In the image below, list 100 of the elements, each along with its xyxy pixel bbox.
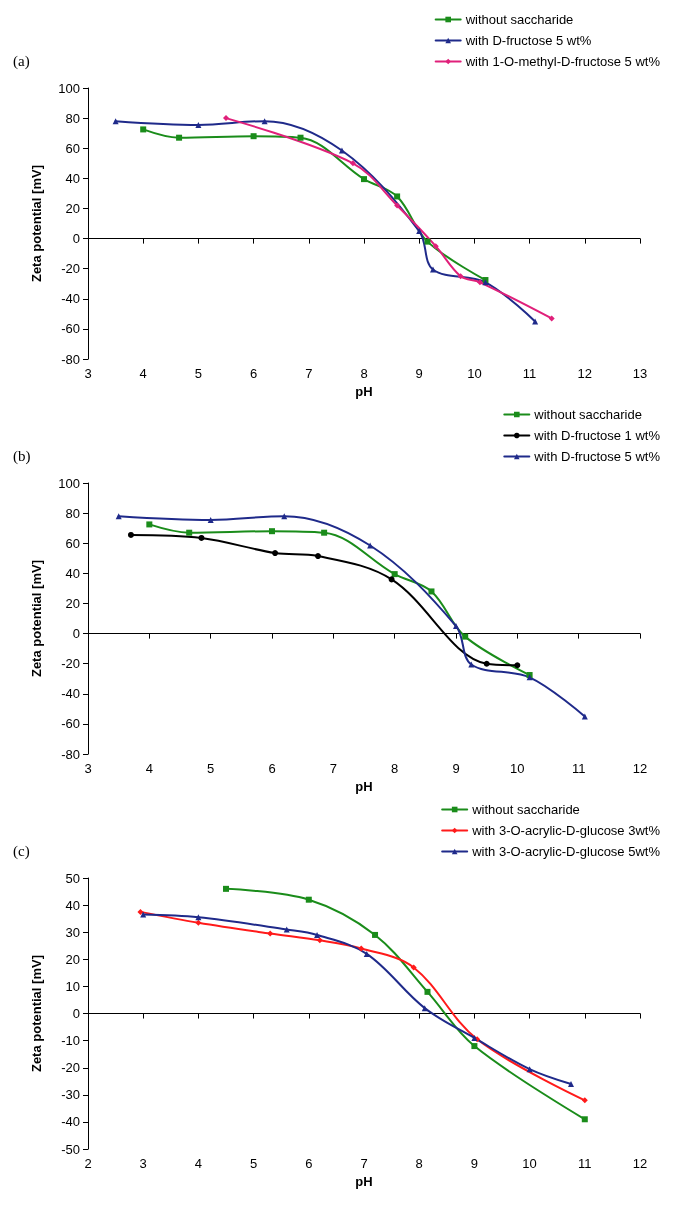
y-tick-label: 80 xyxy=(65,505,80,521)
x-tick-label: 7 xyxy=(305,366,313,382)
y-tick-label: 20 xyxy=(65,200,80,216)
point xyxy=(391,571,398,578)
point xyxy=(394,193,401,200)
point xyxy=(140,126,147,133)
y-tick-label: -20 xyxy=(61,1060,80,1076)
y-axis-title: Zeta potential [mV] xyxy=(29,955,44,1073)
point xyxy=(195,919,202,926)
point xyxy=(115,513,122,520)
x-tick-label: 9 xyxy=(470,1156,479,1172)
point xyxy=(568,1081,574,1088)
y-tick-label: -80 xyxy=(61,351,80,367)
y-tick-label: 40 xyxy=(65,170,80,186)
y-tick-label: 60 xyxy=(65,535,80,551)
x-tick-label: 8 xyxy=(415,1156,423,1172)
point xyxy=(195,121,202,128)
point xyxy=(250,133,257,140)
x-axis-title: pH xyxy=(355,384,373,399)
x-tick-label: 9 xyxy=(452,761,460,777)
x-tick-label: 10 xyxy=(467,366,482,382)
chart-title: (c) xyxy=(13,842,30,860)
y-tick-label: -40 xyxy=(61,686,80,702)
y-tick-label: 10 xyxy=(65,978,80,994)
x-tick-label: 12 xyxy=(632,1156,648,1172)
point xyxy=(462,633,469,640)
y-tick-label: -80 xyxy=(61,746,80,762)
point xyxy=(548,315,555,322)
x-tick-label: 10 xyxy=(510,761,525,777)
point xyxy=(223,115,229,122)
y-tick-label: -40 xyxy=(61,291,80,307)
x-tick-label: 8 xyxy=(391,761,399,777)
point xyxy=(112,118,119,125)
point xyxy=(261,118,268,125)
point xyxy=(314,931,321,938)
point xyxy=(315,553,321,560)
x-tick-label: 6 xyxy=(249,366,258,382)
y-tick-label: -50 xyxy=(61,1141,80,1157)
point xyxy=(207,516,214,523)
point xyxy=(410,964,417,971)
x-tick-label: 4 xyxy=(139,366,147,382)
legend-label: without saccharide xyxy=(533,407,642,422)
x-tick-label: 7 xyxy=(360,1156,368,1172)
x-tick-label: 11 xyxy=(571,761,586,777)
y-tick-label: -10 xyxy=(61,1033,80,1049)
point xyxy=(297,134,304,141)
x-tick-label: 12 xyxy=(632,761,648,777)
x-axis-title: pH xyxy=(355,779,373,794)
point xyxy=(388,576,395,583)
y-tick-label: 20 xyxy=(65,951,80,967)
point xyxy=(428,588,435,595)
y-tick-label: 0 xyxy=(72,1006,80,1022)
y-tick-label: 20 xyxy=(65,595,80,611)
point xyxy=(176,134,183,141)
y-tick-label: 100 xyxy=(58,475,80,491)
x-tick-label: 5 xyxy=(207,761,215,777)
y-axis-title: Zeta potential [mV] xyxy=(29,560,44,678)
x-tick-label: 11 xyxy=(522,366,537,382)
x-tick-label: 7 xyxy=(329,761,337,777)
point xyxy=(349,160,356,167)
x-tick-label: 4 xyxy=(145,761,153,777)
y-tick-label: 0 xyxy=(72,231,80,247)
point xyxy=(372,931,379,938)
point xyxy=(146,521,153,528)
point xyxy=(321,529,328,536)
x-tick-label: 12 xyxy=(577,366,593,382)
point xyxy=(581,1097,588,1104)
y-tick-label: -60 xyxy=(61,716,80,732)
point xyxy=(432,243,439,250)
legend-label: with D-fructose 5 wt% xyxy=(533,449,661,464)
point xyxy=(267,930,274,937)
point xyxy=(416,228,423,235)
legend-label: without saccharide xyxy=(464,12,574,27)
legend-label: without saccharide xyxy=(471,802,580,817)
legend-label: with 1-O-methyl-D-fructose 5 wt% xyxy=(464,54,661,69)
point xyxy=(424,238,431,245)
point xyxy=(394,202,401,209)
y-tick-label: -20 xyxy=(61,656,80,672)
point xyxy=(483,660,490,667)
point xyxy=(526,1066,533,1073)
x-tick-label: 9 xyxy=(415,366,423,382)
point xyxy=(283,926,290,933)
x-tick-label: 5 xyxy=(194,366,203,382)
point xyxy=(424,988,431,995)
x-tick-label: 6 xyxy=(305,1156,313,1172)
point xyxy=(471,1043,478,1050)
x-axis-title: pH xyxy=(355,1174,373,1189)
x-tick-label: 5 xyxy=(249,1156,258,1172)
legend-label: with 3-O-acrylic-D-glucose 5wt% xyxy=(471,844,661,859)
x-tick-label: 6 xyxy=(268,761,276,777)
point xyxy=(223,885,229,892)
y-tick-label: 60 xyxy=(65,140,80,156)
y-axis-title: Zeta potential [mV] xyxy=(29,165,44,283)
legend-label: with 3-O-acrylic-D-glucose 3wt% xyxy=(471,823,661,838)
point xyxy=(453,623,459,630)
x-tick-label: 8 xyxy=(360,366,368,382)
y-tick-label: 0 xyxy=(72,626,80,642)
point xyxy=(198,534,205,541)
y-tick-label: -30 xyxy=(61,1087,80,1103)
y-tick-label: 40 xyxy=(65,897,80,913)
